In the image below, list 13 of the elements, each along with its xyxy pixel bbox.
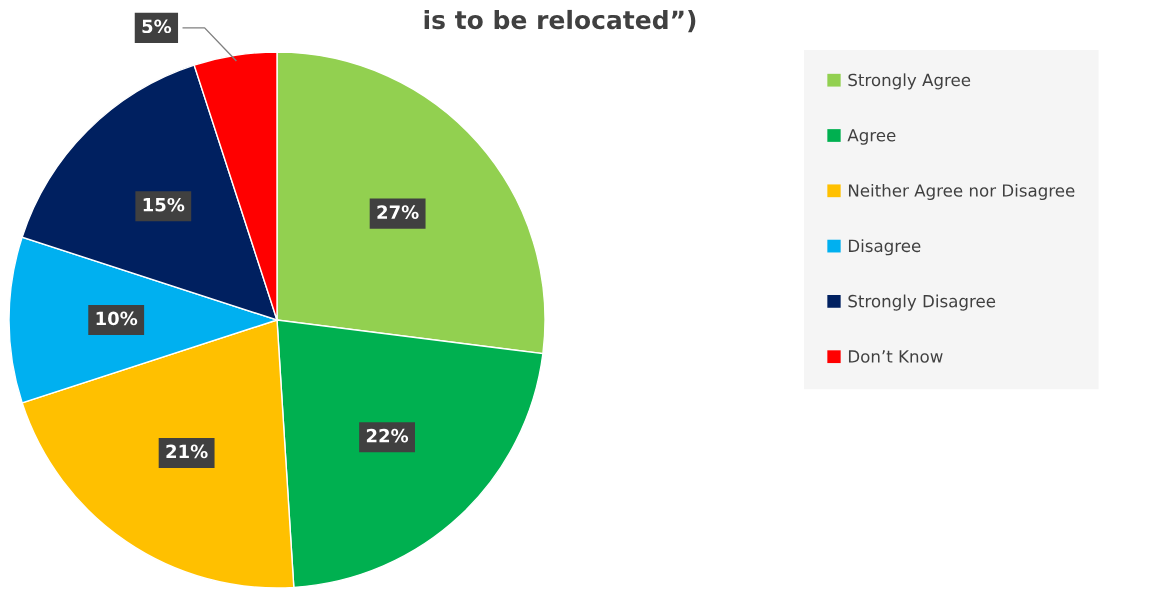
data-label: 15%: [143, 197, 185, 212]
data-label: 10%: [96, 311, 138, 326]
chart-title: is to be relocated”): [424, 9, 696, 33]
legend-label: Strongly Agree: [848, 73, 971, 90]
legend-label: Agree: [847, 129, 896, 145]
legend-label: Strongly Disagree: [848, 294, 996, 311]
data-label: 22%: [366, 428, 409, 443]
legend-label: Disagree: [848, 239, 921, 256]
data-label: 5%: [142, 19, 172, 34]
data-label: 21%: [166, 444, 208, 459]
legend-label: Neither Agree nor Disagree: [848, 183, 1075, 201]
legend-label: Don’t Know: [848, 350, 943, 363]
data-label: 27%: [377, 205, 419, 219]
